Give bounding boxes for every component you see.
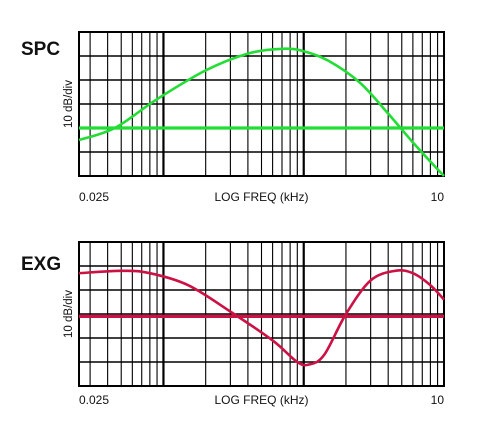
panel-title: EXG: [21, 254, 61, 275]
y-axis-label: 10 dB/div: [63, 290, 75, 338]
series-line-response-curve: [78, 269, 445, 367]
panel-title: SPC: [21, 39, 60, 60]
chart-panel-spc: SPC 10 dB/div 0.025 10 LOG FREQ (kHz): [21, 31, 445, 204]
x-axis-label: LOG FREQ (kHz): [214, 190, 308, 204]
series-line-response-curve: [78, 47, 445, 177]
plot-frame: [78, 31, 445, 177]
x-tick-label: 0.025: [79, 190, 109, 204]
x-tick-label: 10: [431, 190, 445, 204]
chart-panel-exg: EXG 10 dB/div 0.025 10 LOG FREQ (kHz): [21, 241, 445, 407]
x-tick-label: 10: [431, 393, 445, 407]
y-axis-label: 10 dB/div: [63, 80, 75, 128]
x-tick-label: 0.025: [79, 393, 109, 407]
x-axis-label: LOG FREQ (kHz): [214, 393, 308, 407]
plot-frame: [78, 241, 445, 387]
horizontal-grid: [79, 265, 444, 363]
